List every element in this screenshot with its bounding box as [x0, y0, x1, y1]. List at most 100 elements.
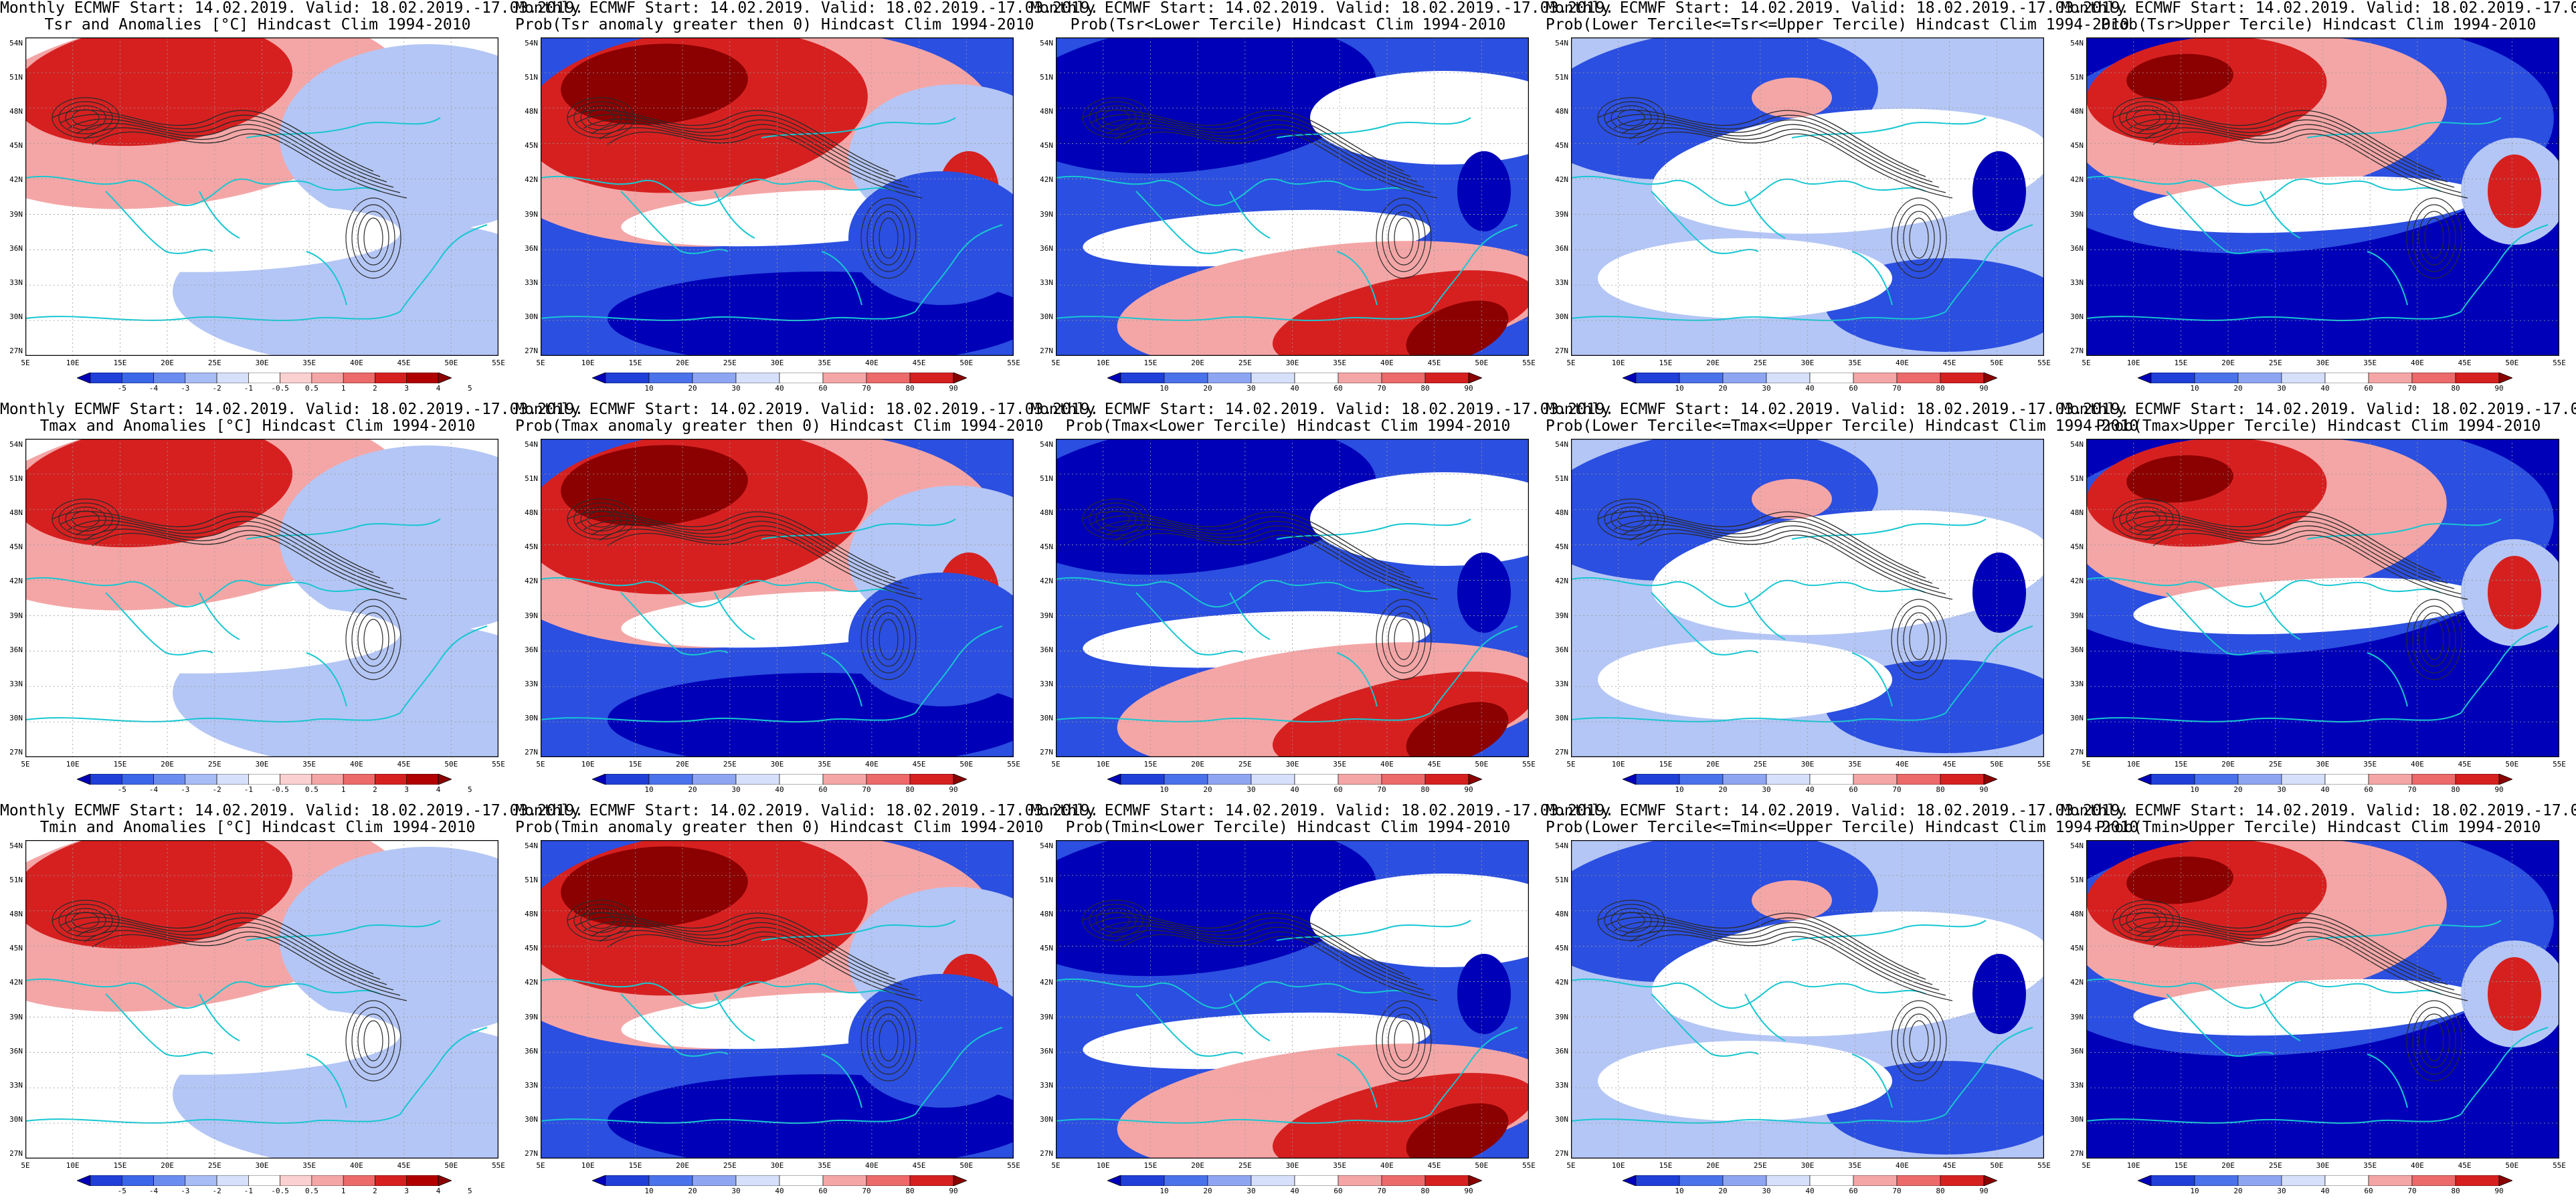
colorbar-tick-label: 80: [905, 785, 915, 794]
colorbar-tick-label: 40: [1290, 1187, 1299, 1195]
lat-tick-label: 27N: [2070, 346, 2084, 355]
map-panel: Monthly ECMWF Start: 14.02.2019. Valid: …: [0, 803, 583, 1204]
lat-tick-label: 51N: [1555, 73, 1568, 82]
lat-tick-label: 54N: [525, 440, 538, 449]
colorbar-tick-label: 5: [467, 384, 472, 393]
coastline: [25, 175, 381, 207]
lon-tick-label: 45E: [2458, 760, 2472, 769]
contour-line: [363, 217, 383, 259]
contour-line: [72, 510, 100, 528]
contour-line: [607, 532, 923, 600]
contour-line: [1090, 515, 1411, 579]
colorbar-segment: [2237, 1175, 2282, 1186]
colorbar-tick-label: 80: [1420, 1187, 1430, 1195]
contour-line: [2120, 916, 2442, 980]
contour-line: [2424, 217, 2444, 259]
colorbar-arrow-right: [2498, 774, 2512, 785]
contour-line: [1082, 900, 1150, 941]
lon-tick-label: 30E: [255, 1161, 269, 1170]
contour-line: [2120, 515, 2442, 579]
contour-line: [2144, 930, 2462, 996]
colorbar-segment: [1338, 373, 1382, 383]
lon-tick-label: 45E: [2458, 1161, 2472, 1170]
lon-tick-label: 20E: [2221, 1161, 2235, 1170]
lat-tick-label: 48N: [1040, 107, 1053, 116]
contour-line: [879, 1020, 899, 1062]
forecast-map: [1056, 37, 1529, 356]
lon-tick-label: 25E: [1753, 359, 1767, 367]
colorbar-segment: [343, 774, 375, 785]
contour-line: [2152, 934, 2468, 1001]
panel-title-line1: Monthly ECMWF Start: 14.02.2019. Valid: …: [1546, 802, 2130, 819]
colorbar-tick-label: 60: [1333, 384, 1343, 393]
contour-line: [573, 904, 628, 937]
colorbar-segment: [648, 774, 693, 785]
contour-line: [2406, 599, 2462, 680]
contour-line: [2418, 1013, 2450, 1068]
lat-tick-label: 30N: [1555, 1114, 1568, 1124]
coastline: [1229, 993, 1271, 1041]
lon-tick-label: 35E: [302, 359, 316, 367]
colorbar-segment: [1853, 774, 1898, 785]
colorbar-tick-label: 20: [2233, 384, 2243, 393]
lat-tick-label: 42N: [1040, 978, 1053, 987]
field-region: [2488, 556, 2541, 629]
map-panel: Monthly ECMWF Start: 14.02.2019. Valid: …: [515, 401, 1099, 803]
lon-tick-label: 35E: [1333, 760, 1347, 769]
colorbar-tick-label: 60: [1333, 1187, 1343, 1195]
lat-tick-label: 48N: [9, 107, 23, 116]
contour-line: [1095, 506, 1137, 532]
contour-line: [1090, 114, 1411, 177]
lon-tick-label: 40E: [1380, 359, 1394, 367]
lat-tick-label: 39N: [2070, 1012, 2084, 1021]
coastline: [1744, 191, 1786, 239]
lat-tick-label: 48N: [1040, 508, 1053, 518]
coastline: [1851, 652, 1893, 707]
colorbar-tick-label: 30: [731, 1187, 741, 1195]
colorbar-segment: [2411, 1175, 2456, 1186]
contour-line: [575, 916, 896, 980]
colorbar: [2138, 774, 2512, 785]
lon-tick-label: 50E: [1475, 359, 1489, 367]
panel-title-line1: Monthly ECMWF Start: 14.02.2019. Valid: …: [515, 401, 1099, 418]
colorbar-segment: [90, 774, 122, 785]
lon-tick-label: 30E: [1285, 359, 1299, 367]
lat-tick-label: 33N: [2070, 1080, 2084, 1090]
colorbar-tick-label: 20: [688, 785, 697, 794]
lat-tick-label: 36N: [1555, 243, 1568, 253]
coastline: [199, 592, 240, 640]
panel-title-line1: Monthly ECMWF Start: 14.02.2019. Valid: …: [1030, 802, 1615, 819]
coastline: [1571, 577, 1926, 608]
coastline: [541, 175, 896, 207]
coastline: [1651, 592, 1759, 656]
contour-line: [1098, 520, 1418, 584]
lon-tick-label: 30E: [770, 359, 784, 367]
lat-tick-label: 51N: [2070, 73, 2084, 82]
colorbar-tick-label: -2: [212, 384, 221, 393]
contour-line: [1388, 211, 1420, 266]
coastline: [2166, 993, 2274, 1057]
lat-tick-label: 54N: [9, 440, 23, 449]
lat-tick-label: 36N: [2070, 1046, 2084, 1056]
lon-tick-label: 5E: [21, 359, 30, 367]
lon-tick-label: 40E: [1895, 1161, 1909, 1170]
field-region: [52, 1007, 400, 1075]
colorbar-tick-label: 70: [1892, 785, 1902, 794]
lat-tick-label: 39N: [1555, 611, 1568, 620]
lat-tick-label: 45N: [2070, 542, 2084, 552]
colorbar-segment: [648, 1175, 693, 1186]
lon-tick-label: 55E: [1522, 359, 1536, 367]
field-region: [1598, 1041, 1892, 1121]
lon-tick-label: 5E: [1566, 1161, 1576, 1170]
lat-tick-label: 42N: [9, 175, 23, 185]
contour-line: [587, 912, 615, 929]
colorbar-tick-label: 10: [644, 384, 654, 393]
coastline: [2086, 1114, 2462, 1124]
lat-tick-label: 54N: [1040, 440, 1053, 449]
coastline: [105, 993, 213, 1057]
lon-tick-label: 5E: [21, 1161, 30, 1170]
colorbar-segment: [185, 373, 217, 383]
lon-tick-label: 10E: [2126, 1161, 2140, 1170]
lat-tick-label: 33N: [1555, 278, 1568, 287]
colorbar: [592, 774, 967, 785]
